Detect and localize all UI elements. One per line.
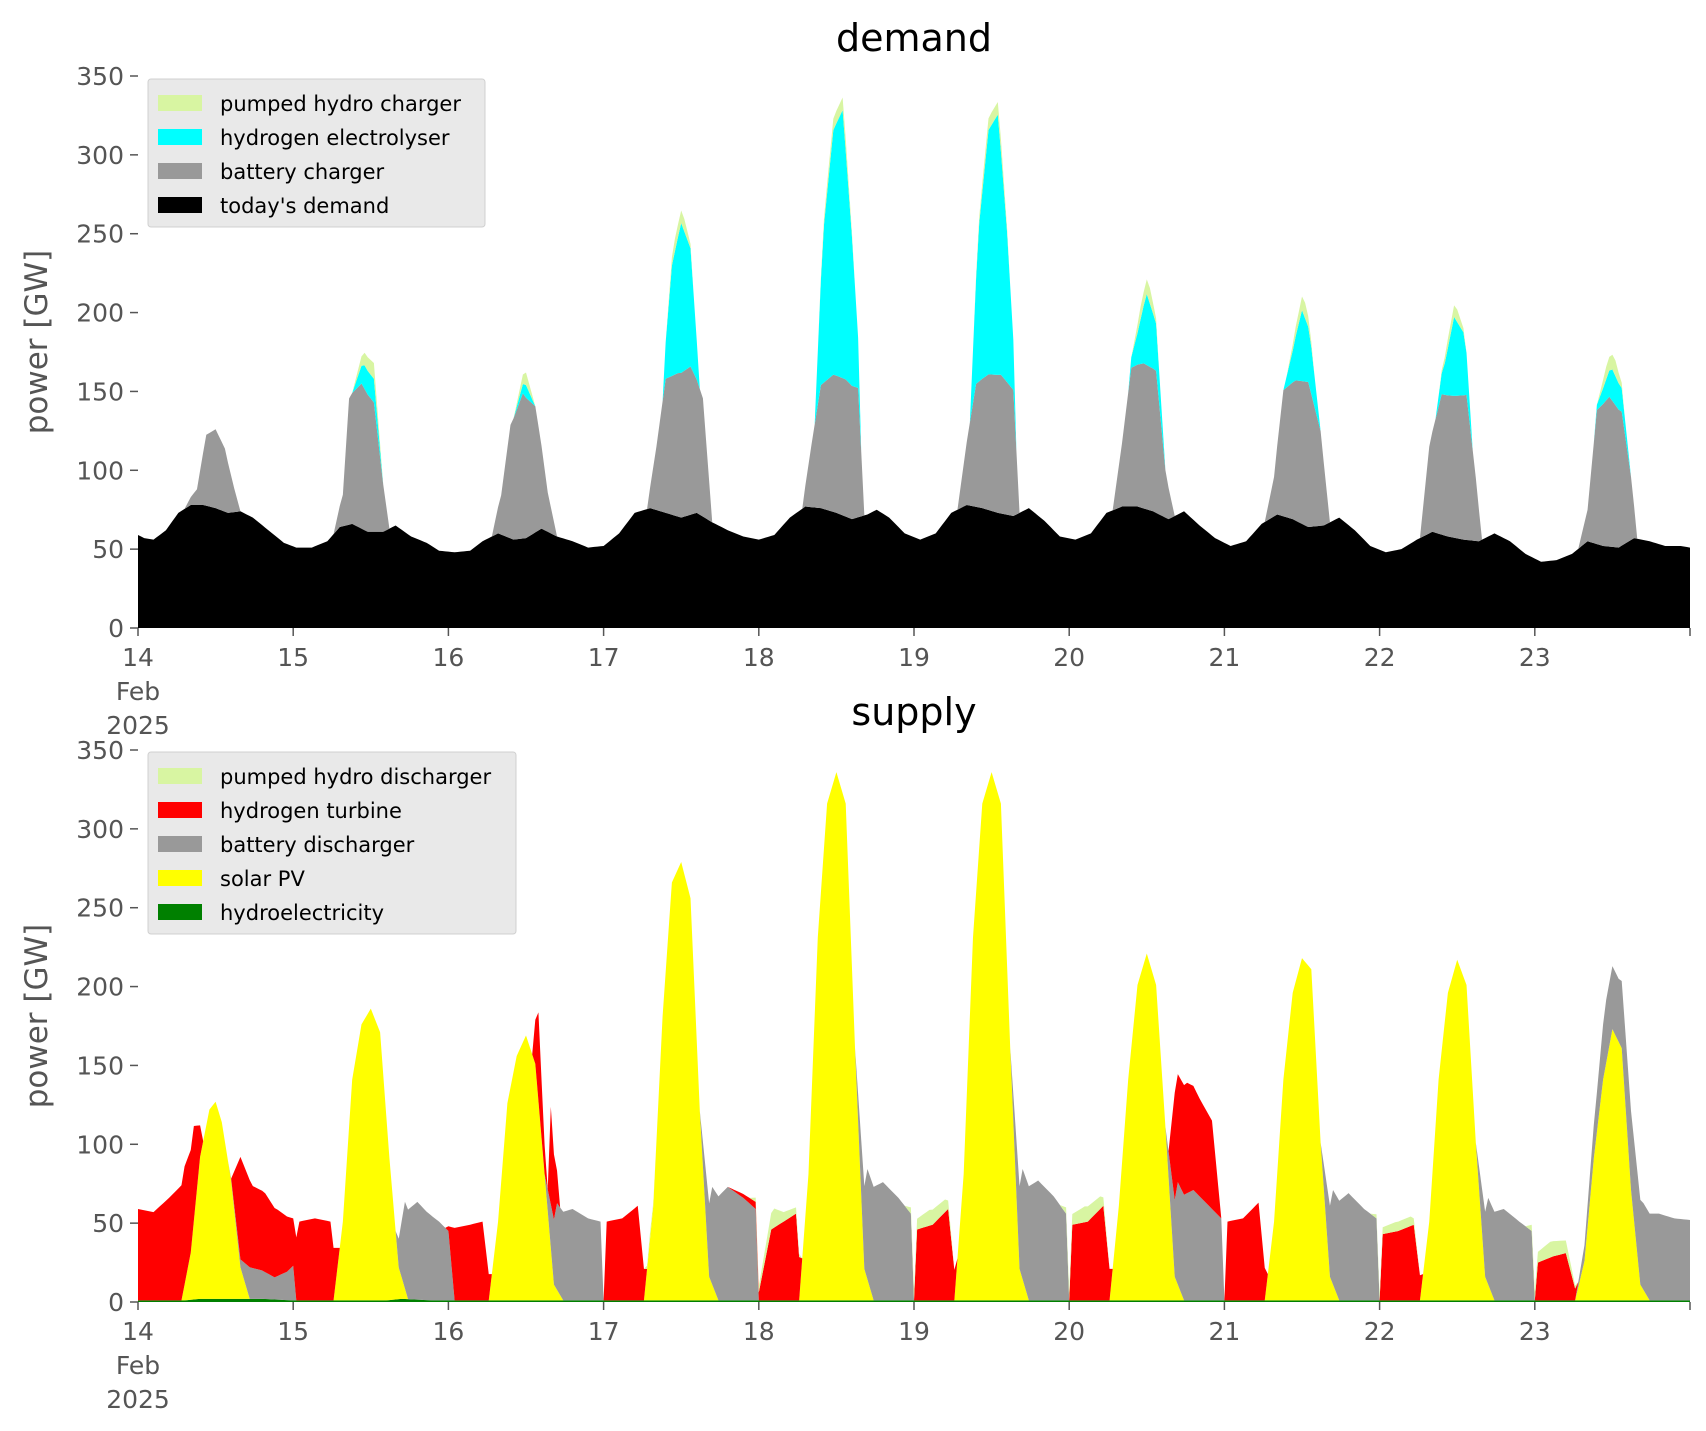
legend-label-hydrogen-turbine: hydrogen turbine bbox=[220, 799, 402, 823]
x-tick-label: 21 bbox=[1208, 643, 1240, 672]
demand-panel: 0 50 100 150 200 250 300 350 14 Feb 2025 15 16 17 18 19… bbox=[19, 16, 1691, 740]
x-tick-label: 19 bbox=[898, 1317, 930, 1346]
legend-swatch-today-s-demand bbox=[158, 197, 202, 213]
y-tick-label: 250 bbox=[76, 220, 124, 249]
legend-label-solar-pv: solar PV bbox=[220, 867, 305, 891]
x-tick-label: 21 bbox=[1208, 1317, 1240, 1346]
x-tick-label: 17 bbox=[588, 1317, 620, 1346]
area-solar-pv bbox=[138, 772, 1690, 1301]
y-tick-label: 150 bbox=[76, 377, 124, 406]
y-tick-label: 300 bbox=[76, 141, 124, 170]
y-axis-label: power [GW] bbox=[19, 250, 55, 435]
y-tick-label: 50 bbox=[92, 1209, 124, 1238]
legend-swatch-hydrogen-electrolyser bbox=[158, 129, 202, 145]
x-tick-label: Feb bbox=[116, 677, 160, 706]
x-tick-label: 16 bbox=[432, 643, 464, 672]
x-tick-label: 20 bbox=[1053, 643, 1085, 672]
x-tick-label: 23 bbox=[1519, 1317, 1551, 1346]
y-tick-label: 350 bbox=[76, 62, 124, 91]
area-today-s-demand bbox=[138, 504, 1690, 628]
x-tick-label: 15 bbox=[277, 1317, 309, 1346]
legend-box bbox=[147, 78, 486, 228]
legend-box bbox=[147, 751, 517, 935]
demand-areas bbox=[138, 97, 1690, 628]
supply-legend: pumped hydro discharger hydrogen turbine b… bbox=[147, 751, 517, 935]
legend-label-pumped-hydro-charger: pumped hydro charger bbox=[220, 92, 461, 116]
legend-label-battery-discharger: battery discharger bbox=[220, 833, 415, 857]
y-tick-label: 250 bbox=[76, 894, 124, 923]
area-hydroelectricity bbox=[138, 1298, 1690, 1302]
x-tick-label: 20 bbox=[1053, 1317, 1085, 1346]
legend-swatch-battery-charger bbox=[158, 163, 202, 179]
legend-label-today-s-demand: today's demand bbox=[220, 194, 389, 218]
y-tick-label: 100 bbox=[76, 1130, 124, 1159]
y-tick-label: 300 bbox=[76, 815, 124, 844]
legend-swatch-hydroelectricity bbox=[158, 904, 202, 920]
legend-label-pumped-hydro-discharger: pumped hydro discharger bbox=[220, 765, 491, 789]
x-tick-label: 19 bbox=[898, 643, 930, 672]
x-tick-label: 2025 bbox=[106, 711, 170, 740]
x-tick-label: 14 bbox=[122, 1317, 154, 1346]
x-tick-label: 22 bbox=[1364, 643, 1396, 672]
chart-title: supply bbox=[851, 690, 976, 734]
legend-swatch-solar-pv bbox=[158, 870, 202, 886]
y-axis-label: power [GW] bbox=[19, 924, 55, 1109]
supply-y-axis: 0 50 100 150 200 250 300 350 bbox=[76, 736, 138, 1317]
legend-swatch-battery-discharger bbox=[158, 836, 202, 852]
supply-areas bbox=[138, 772, 1690, 1302]
area-hydrogen-turbine bbox=[138, 772, 1690, 1301]
legend-swatch-hydrogen-turbine bbox=[158, 802, 202, 818]
y-tick-label: 200 bbox=[76, 299, 124, 328]
demand-y-axis: 0 50 100 150 200 250 300 350 bbox=[76, 62, 138, 643]
x-tick-label: 16 bbox=[432, 1317, 464, 1346]
x-tick-label: 2025 bbox=[106, 1385, 170, 1414]
x-tick-label: 18 bbox=[743, 643, 775, 672]
x-tick-label: 14 bbox=[122, 643, 154, 672]
supply-panel: 0 50 100 150 200 250 300 350 14 Feb 2025 15 16 17 18 19… bbox=[19, 690, 1691, 1414]
area-battery-charger bbox=[138, 363, 1690, 562]
y-tick-label: 200 bbox=[76, 973, 124, 1002]
y-tick-label: 350 bbox=[76, 736, 124, 765]
y-tick-label: 0 bbox=[108, 1288, 124, 1317]
legend-label-hydroelectricity: hydroelectricity bbox=[220, 901, 384, 925]
x-tick-label: 22 bbox=[1364, 1317, 1396, 1346]
y-tick-label: 100 bbox=[76, 456, 124, 485]
legend-label-battery-charger: battery charger bbox=[220, 160, 385, 184]
x-tick-label: 23 bbox=[1519, 643, 1551, 672]
y-tick-label: 50 bbox=[92, 535, 124, 564]
legend-swatch-pumped-hydro-discharger bbox=[158, 768, 202, 784]
y-tick-label: 0 bbox=[108, 614, 124, 643]
legend-label-hydrogen-electrolyser: hydrogen electrolyser bbox=[220, 126, 450, 150]
x-tick-label: 15 bbox=[277, 643, 309, 672]
x-tick-label: 17 bbox=[588, 643, 620, 672]
x-tick-label: Feb bbox=[116, 1351, 160, 1380]
legend-swatch-pumped-hydro-charger bbox=[158, 95, 202, 111]
supply-x-axis: 14 Feb 2025 15 16 17 18 19 20 21 22 23 bbox=[106, 1302, 1691, 1414]
y-tick-label: 150 bbox=[76, 1051, 124, 1080]
demand-x-axis: 14 Feb 2025 15 16 17 18 19 20 21 22 23 bbox=[106, 628, 1691, 740]
x-tick-label: 18 bbox=[743, 1317, 775, 1346]
demand-legend: pumped hydro charger hydrogen electrolyse… bbox=[147, 78, 486, 228]
chart-title: demand bbox=[836, 16, 992, 60]
